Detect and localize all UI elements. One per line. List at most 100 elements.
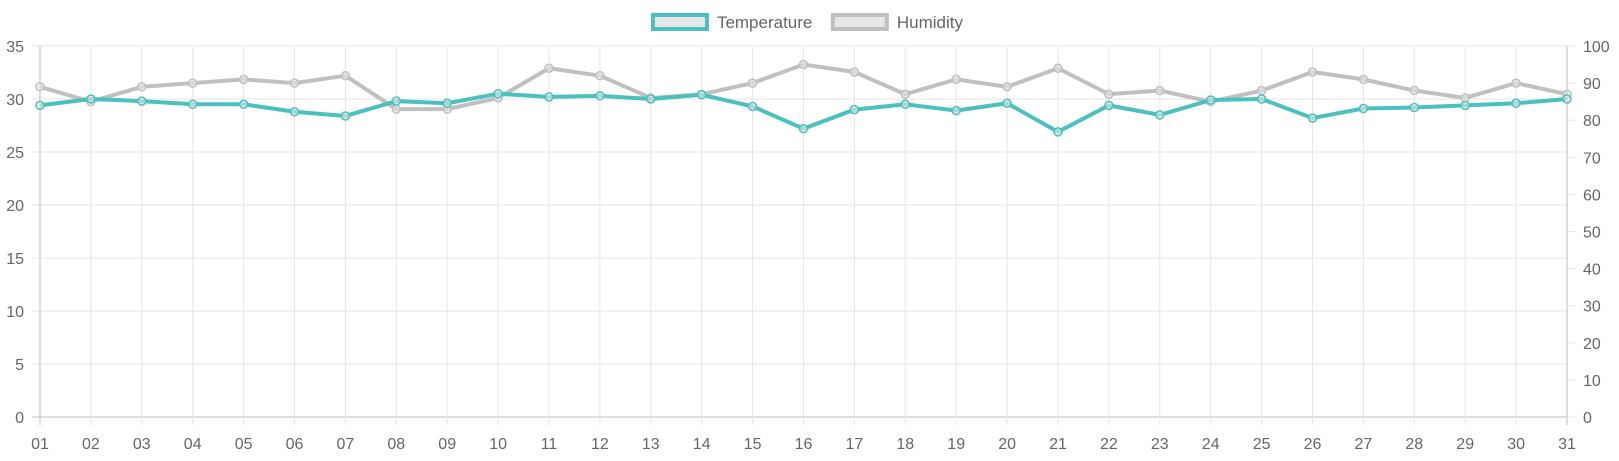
temperature-point[interactable] — [595, 91, 605, 101]
temperature-point[interactable] — [1409, 102, 1420, 113]
y-left-tick-label: 5 — [15, 357, 24, 374]
legend-item-temperature[interactable]: Temperature — [650, 13, 812, 32]
humidity-point[interactable] — [1358, 74, 1369, 85]
temperature-point[interactable] — [798, 123, 809, 134]
x-tick-label: 23 — [1151, 436, 1169, 453]
humidity-point[interactable] — [340, 70, 351, 81]
humidity-point[interactable] — [1155, 85, 1165, 96]
y-left-tick-label: 0 — [15, 410, 24, 427]
humidity-point[interactable] — [1256, 85, 1267, 96]
x-tick-label: 02 — [82, 436, 100, 453]
x-tick-label: 29 — [1456, 436, 1474, 453]
x-tick-label: 09 — [438, 436, 456, 453]
x-tick-label: 03 — [133, 436, 151, 453]
humidity-point[interactable] — [289, 78, 300, 88]
temperature-point[interactable] — [137, 96, 147, 106]
y-left-tick-label: 15 — [6, 251, 24, 268]
legend-swatch — [830, 13, 889, 31]
legend-label: Humidity — [897, 13, 964, 32]
humidity-point[interactable] — [900, 89, 911, 99]
humidity-point[interactable] — [391, 104, 402, 114]
humidity-point[interactable] — [849, 67, 860, 77]
x-tick-label: 30 — [1507, 436, 1525, 453]
temperature-point[interactable] — [1256, 94, 1267, 104]
temperature-point[interactable] — [340, 111, 351, 121]
x-tick-label: 22 — [1100, 436, 1118, 453]
y-left-tick-label: 20 — [6, 198, 24, 215]
x-tick-label: 06 — [286, 436, 304, 453]
x-tick-label: 24 — [1202, 436, 1220, 453]
x-tick-label: 11 — [541, 436, 558, 453]
humidity-point[interactable] — [1511, 78, 1521, 88]
humidity-point[interactable] — [238, 74, 249, 85]
humidity-point[interactable] — [951, 74, 961, 85]
temperature-point[interactable] — [1155, 110, 1165, 120]
temperature-point[interactable] — [289, 106, 300, 117]
humidity-point[interactable] — [1307, 67, 1318, 77]
temperature-point[interactable] — [849, 104, 860, 115]
legend[interactable]: Temperature Humidity — [650, 13, 964, 32]
x-tick-label: 13 — [642, 436, 660, 453]
temperature-point[interactable] — [1460, 100, 1470, 111]
x-tick-label: 14 — [693, 436, 711, 453]
temperature-point[interactable] — [1358, 103, 1369, 114]
x-tick-label: 27 — [1355, 436, 1373, 453]
x-tick-label: 05 — [235, 436, 253, 453]
temperature-point[interactable] — [646, 94, 656, 104]
temperature-point[interactable] — [86, 94, 96, 104]
legend-item-humidity[interactable]: Humidity — [830, 13, 964, 32]
y-left-tick-label: 30 — [6, 92, 24, 109]
series — [35, 59, 1572, 137]
y-right-tick-label: 50 — [1583, 225, 1601, 242]
temperature-point[interactable] — [35, 100, 45, 111]
grid — [32, 45, 1568, 425]
humidity-point[interactable] — [137, 82, 147, 92]
y-left-tick-label: 25 — [6, 145, 24, 162]
x-tick-label: 15 — [744, 436, 762, 453]
humidity-point[interactable] — [544, 63, 554, 74]
x-tick-label: 16 — [795, 436, 813, 453]
temperature-point[interactable] — [1002, 98, 1012, 108]
temperature-point[interactable] — [1205, 95, 1216, 105]
x-tick-label: 12 — [591, 436, 609, 453]
x-tick-label: 18 — [896, 436, 914, 453]
humidity-point[interactable] — [35, 82, 45, 92]
humidity-point[interactable] — [798, 59, 809, 70]
temperature-point[interactable] — [1307, 113, 1318, 123]
series-temperature — [35, 88, 1572, 137]
humidity-point[interactable] — [1409, 85, 1420, 96]
temperature-point[interactable] — [1104, 100, 1114, 111]
temperature-point[interactable] — [1053, 127, 1063, 137]
humidity-point[interactable] — [1104, 89, 1114, 99]
y-axis-left: 0 5 10 15 20 25 30 35 — [6, 39, 24, 427]
temperature-point[interactable] — [544, 92, 554, 102]
temperature-point[interactable] — [747, 101, 758, 112]
legend-label: Temperature — [717, 13, 812, 32]
x-tick-label: 07 — [337, 436, 355, 453]
humidity-point[interactable] — [747, 78, 758, 88]
humidity-point[interactable] — [187, 78, 198, 88]
humidity-point[interactable] — [1053, 63, 1063, 74]
x-axis: 01 02 03 04 05 06 07 08 09 10 11 12 13 14 15 16 17 18 19 20… — [31, 436, 1576, 453]
temperature-point[interactable] — [1511, 98, 1521, 108]
x-tick-label: 20 — [998, 436, 1016, 453]
humidity-point[interactable] — [595, 70, 605, 81]
temperature-point[interactable] — [187, 99, 198, 110]
x-tick-label: 04 — [184, 436, 202, 453]
y-left-tick-label: 35 — [6, 39, 24, 56]
temperature-point[interactable] — [391, 96, 402, 106]
humidity-point[interactable] — [1002, 82, 1012, 92]
y-right-tick-label: 10 — [1583, 373, 1601, 390]
temperature-point[interactable] — [696, 90, 707, 100]
temperature-point[interactable] — [900, 99, 911, 110]
temperature-point[interactable] — [951, 105, 961, 116]
temperature-point[interactable] — [238, 99, 249, 110]
x-tick-label: 01 — [31, 436, 49, 453]
y-right-tick-label: 0 — [1583, 410, 1592, 427]
temperature-point[interactable] — [493, 88, 503, 99]
temperature-point[interactable] — [442, 98, 452, 108]
y-right-tick-label: 90 — [1583, 76, 1601, 93]
temperature-point[interactable] — [1562, 94, 1572, 104]
